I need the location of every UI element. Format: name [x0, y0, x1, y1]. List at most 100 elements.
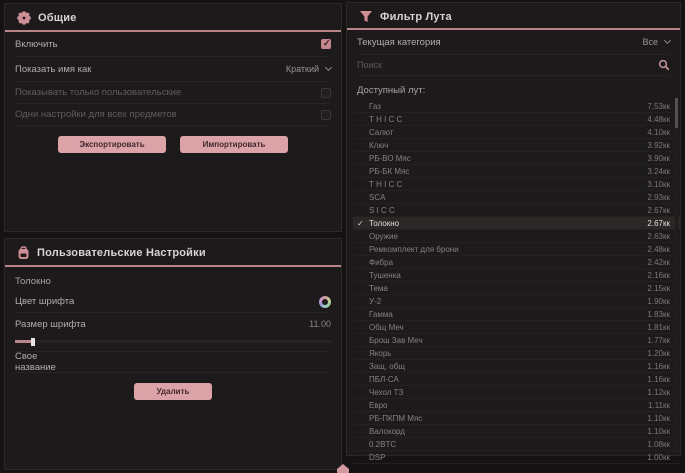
list-item-name: Фибра — [369, 257, 394, 267]
font-color-row: Цвет шрифта — [15, 291, 331, 313]
only-custom-label: Показывать только пользовательские — [15, 87, 182, 98]
same-settings-checkbox[interactable] — [321, 109, 331, 120]
list-item[interactable]: ✓ Фибра 2.42кк — [353, 256, 680, 269]
font-color-label: Цвет шрифта — [15, 296, 75, 307]
list-item-name: Якорь — [369, 348, 392, 358]
list-item[interactable]: ✓ Якорь 1.20кк — [353, 347, 680, 360]
list-item-value: 2.67кк — [647, 205, 670, 215]
list-item-name: Валокорд — [369, 426, 405, 436]
list-item[interactable]: ✓ Общ Меч 1.81кк — [353, 321, 680, 334]
list-item[interactable]: ✓ Чехол ТЗ 1.12кк — [353, 386, 680, 399]
list-item-value: 3.10кк — [647, 179, 670, 189]
list-item[interactable]: ✓ Т Н I С С 3.10кк — [353, 178, 680, 191]
list-item[interactable]: ✓ Евро 1.11кк — [353, 399, 680, 412]
list-item-value: 1.12кк — [647, 387, 670, 397]
list-item[interactable]: ✓ SCA 2.93кк — [353, 191, 680, 204]
color-wheel-icon[interactable] — [319, 295, 331, 308]
custom-name-label: Свое название — [15, 351, 56, 373]
custom-panel-title: Пользовательские Настройки — [37, 247, 206, 259]
category-row: Текущая категория Все — [357, 30, 672, 55]
scroll-handle[interactable] — [337, 464, 349, 473]
list-item-value: 1.77кк — [647, 335, 670, 345]
export-button[interactable]: Экспортировать — [58, 136, 166, 153]
loot-filter-panel: Фильтр Лута Текущая категория Все Доступ… — [346, 2, 681, 464]
list-item-name: Тушенка — [369, 270, 401, 280]
list-item[interactable]: ✓ Гамма 1.83кк — [353, 308, 680, 321]
list-item-name: Т Н I С С — [369, 114, 403, 124]
enable-checkbox[interactable] — [321, 38, 331, 49]
list-item-value: 1.20кк — [647, 348, 670, 358]
list-item[interactable]: ✓ Оружие 2.63кк — [353, 230, 680, 243]
list-item-name: Салют — [369, 127, 394, 137]
list-item[interactable]: ✓ Защ. общ 1.16кк — [353, 360, 680, 373]
list-item-name: Ремкомплект для брони — [369, 244, 459, 254]
list-item[interactable]: ✓ Тема 2.15кк — [353, 282, 680, 295]
delete-button[interactable]: Удалить — [134, 383, 212, 400]
show-name-dropdown[interactable]: Краткий — [286, 63, 333, 74]
list-item[interactable]: ✓ У-2 1.90кк — [353, 295, 680, 308]
list-item[interactable]: ✓ Ремкомплект для брони 2.48кк — [353, 243, 680, 256]
list-item[interactable]: ✓ S I C C 2.67кк — [353, 204, 680, 217]
list-item[interactable]: ✓ Брош Зав Меч 1.77кк — [353, 334, 680, 347]
list-item-name: У-2 — [369, 296, 382, 306]
list-item[interactable]: ✓ Т Н I С С 4.48кк — [353, 113, 680, 126]
list-item[interactable]: ✓ РБ-ВО Мяс 3.90кк — [353, 152, 680, 165]
search-input[interactable] — [357, 60, 627, 70]
list-item-value: 2.63кк — [647, 231, 670, 241]
list-item[interactable]: ✓ 0.2BTC 1.08кк — [353, 438, 680, 451]
filter-panel-underline — [347, 28, 680, 30]
slider-track[interactable] — [15, 340, 331, 343]
list-item-value: 3.90кк — [647, 153, 670, 163]
filter-panel-title: Фильтр Лута — [380, 10, 452, 23]
list-item-value: 2.16кк — [647, 270, 670, 280]
slider-fill — [15, 340, 32, 343]
enable-row: Включить — [15, 32, 331, 57]
list-item[interactable]: ✓ Газ 7.53кк — [353, 100, 680, 113]
general-panel-title: Общие — [38, 12, 77, 24]
custom-panel-header: Пользовательские Настройки — [5, 239, 341, 265]
list-item-value: 2.48кк — [647, 244, 670, 254]
general-panel: Общие Включить Показать имя как Краткий … — [4, 3, 342, 232]
search-icon[interactable] — [658, 59, 670, 71]
funnel-icon — [359, 10, 373, 23]
list-item-name: ПБЛ-СА — [369, 374, 399, 384]
list-item-value: 4.10кк — [647, 127, 670, 137]
list-item-name: Тема — [369, 283, 388, 293]
list-item[interactable]: ✓ РБ-ПКПМ Мяс 1.10кк — [353, 412, 680, 425]
same-settings-label: Одни настройки для всех предметов — [15, 109, 177, 120]
loot-list-scrollbar[interactable] — [675, 93, 678, 453]
flower-gear-icon — [17, 11, 31, 25]
list-item[interactable]: ✓ РБ-БК Мяс 3.24кк — [353, 165, 680, 178]
list-item-value: 7.53кк — [647, 101, 670, 111]
list-item[interactable]: ✓ Салют 4.10кк — [353, 126, 680, 139]
category-dropdown[interactable]: Все — [642, 36, 672, 47]
selected-item-name: Толокно — [15, 276, 51, 287]
selected-check-icon: ✓ — [357, 218, 364, 228]
slider-thumb[interactable] — [31, 338, 35, 346]
only-custom-checkbox[interactable] — [321, 87, 331, 98]
list-item-name: Т Н I С С — [369, 179, 403, 189]
font-size-label: Размер шрифта — [15, 318, 86, 330]
list-item-value: 1.16кк — [647, 374, 670, 384]
font-size-slider[interactable] — [15, 337, 331, 346]
list-item-value: 3.24кк — [647, 166, 670, 176]
list-item-value: 3.92кк — [647, 140, 670, 150]
general-buttons-row: Экспортировать Импортировать — [5, 136, 341, 153]
list-item-value: 1.83кк — [647, 309, 670, 319]
list-item[interactable]: ✓ Толокно 2.67кк — [353, 217, 680, 230]
list-item[interactable]: ✓ Валокорд 1.10кк — [353, 425, 680, 438]
scrollbar-thumb[interactable] — [675, 98, 678, 128]
list-item-value: 1.90кк — [647, 296, 670, 306]
list-item-value: 1.10кк — [647, 426, 670, 436]
category-label: Текущая категория — [357, 36, 441, 48]
list-item[interactable]: ✓ Тушенка 2.16кк — [353, 269, 680, 282]
list-item-name: 0.2BTC — [369, 439, 397, 449]
list-item-name: Брош Зав Меч — [369, 335, 423, 345]
list-item-name: S I C C — [369, 205, 395, 215]
list-item[interactable]: ✓ Ключ 3.92кк — [353, 139, 680, 152]
list-item-name: РБ-ВО Мяс — [369, 153, 411, 163]
import-button[interactable]: Импортировать — [180, 136, 288, 153]
list-item-value: 2.42кк — [647, 257, 670, 267]
list-item[interactable]: ✓ ПБЛ-СА 1.16кк — [353, 373, 680, 386]
list-item[interactable]: ✓ DSP 1.00кк — [353, 451, 680, 464]
